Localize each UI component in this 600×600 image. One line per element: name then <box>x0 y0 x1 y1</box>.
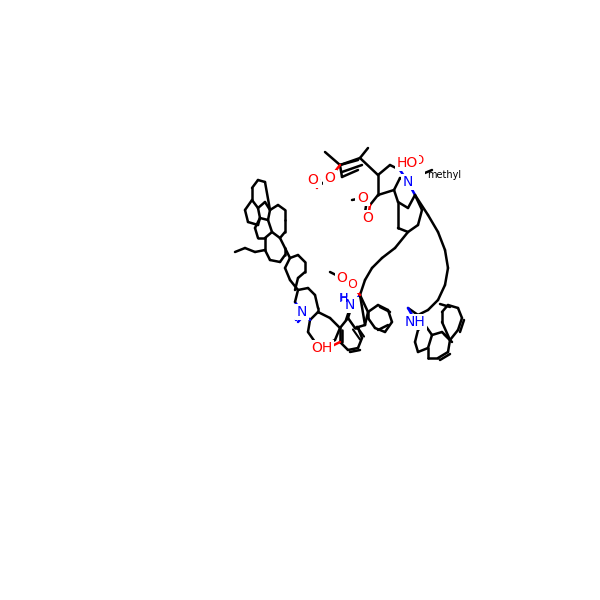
Text: N: N <box>347 298 356 311</box>
Text: H: H <box>338 292 347 304</box>
Text: OH: OH <box>311 341 332 355</box>
Text: O: O <box>337 271 347 284</box>
Text: OH: OH <box>313 341 332 355</box>
Text: N: N <box>298 305 307 319</box>
Text: O: O <box>310 173 320 187</box>
Text: N: N <box>346 298 356 311</box>
Text: O: O <box>325 172 335 185</box>
Text: O: O <box>325 171 335 185</box>
Text: N: N <box>297 305 307 319</box>
Text: HO: HO <box>397 156 418 170</box>
Text: O: O <box>347 278 357 292</box>
Text: NH: NH <box>404 315 425 329</box>
Text: H: H <box>340 293 348 303</box>
Text: N: N <box>403 175 413 188</box>
Text: N: N <box>403 175 413 189</box>
Text: O: O <box>362 211 373 225</box>
Text: HO: HO <box>406 154 425 166</box>
Text: methyl: methyl <box>427 170 461 180</box>
Text: O: O <box>358 191 368 205</box>
Text: NH: NH <box>407 316 425 329</box>
Text: N: N <box>345 298 355 312</box>
Text: O: O <box>337 271 347 285</box>
Text: O: O <box>308 173 319 187</box>
Text: O: O <box>357 191 367 205</box>
